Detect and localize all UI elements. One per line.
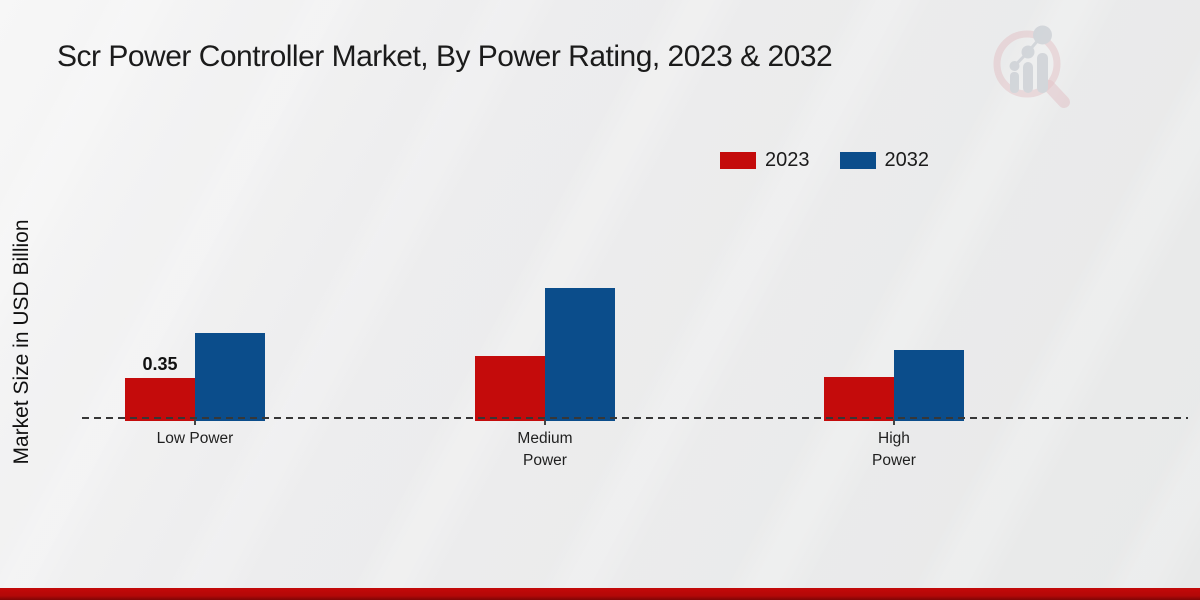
chart-title: Scr Power Controller Market, By Power Ra… xyxy=(57,40,833,73)
x-axis-baseline xyxy=(82,417,1188,419)
bar-2023-low-power xyxy=(125,378,195,421)
bar-2032-high-power xyxy=(894,350,964,421)
category-label-high-power: High Power xyxy=(872,430,916,469)
bar-2023-medium-power xyxy=(475,355,545,421)
category-label-low-power: Low Power xyxy=(156,430,234,447)
bar-2032-low-power xyxy=(195,333,265,421)
x-axis-tick xyxy=(544,419,546,425)
x-axis-tick xyxy=(893,419,895,425)
bar-2023-high-power xyxy=(824,377,894,421)
category-label-medium-power: Medium Power xyxy=(517,430,573,469)
x-axis-tick xyxy=(194,419,196,425)
legend-swatch-2023 xyxy=(720,152,756,169)
legend-label-2023: 2023 xyxy=(765,149,810,171)
chart-legend: 2023 2032 xyxy=(720,149,929,172)
bar-value-label: 0.35 xyxy=(142,354,178,375)
magnifier-bar-chart-watermark-icon xyxy=(993,25,1070,108)
legend-swatch-2032 xyxy=(839,152,876,169)
legend-item-2032: 2032 xyxy=(839,149,930,172)
legend-item-2023: 2023 xyxy=(720,149,810,172)
legend-label-2032: 2032 xyxy=(884,149,930,171)
footer-accent-bar xyxy=(0,588,1200,600)
bar-2032-medium-power xyxy=(545,288,615,421)
